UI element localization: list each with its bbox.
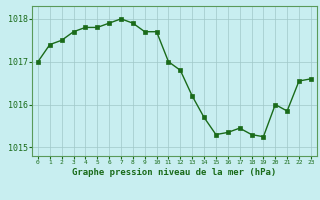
X-axis label: Graphe pression niveau de la mer (hPa): Graphe pression niveau de la mer (hPa) <box>72 168 276 177</box>
